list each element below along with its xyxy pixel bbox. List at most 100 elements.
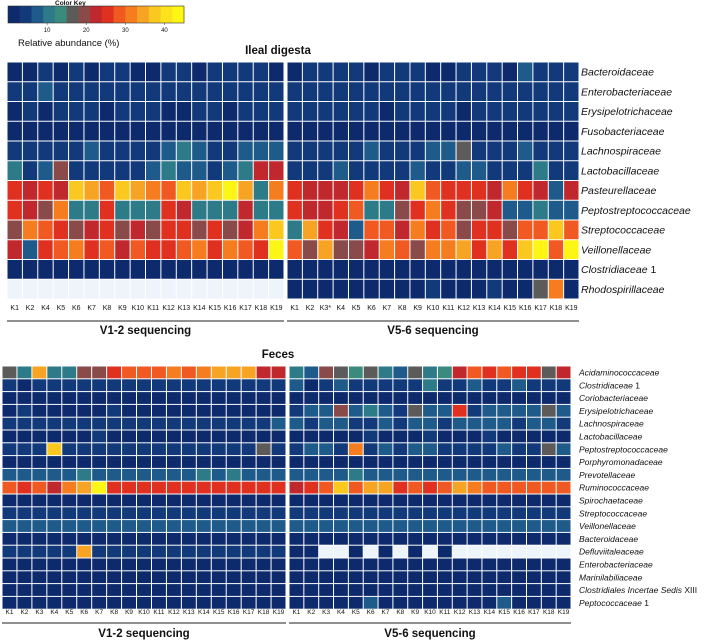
heatmap-cell xyxy=(533,260,548,279)
heatmap-cell xyxy=(62,596,77,609)
heatmap-cell xyxy=(425,181,441,200)
heatmap-cell xyxy=(84,181,99,200)
heatmap-cell xyxy=(222,121,238,141)
heatmap-cell xyxy=(467,417,482,430)
heatmap-cell xyxy=(319,596,334,609)
color-key-swatch xyxy=(125,6,138,23)
heatmap-cell xyxy=(334,532,348,545)
sample-label: K10 xyxy=(424,609,436,616)
heatmap-cell xyxy=(512,430,526,443)
heatmap-cell xyxy=(238,279,253,299)
heatmap-cell xyxy=(17,596,32,609)
heatmap-cell xyxy=(425,220,441,240)
heatmap-cell xyxy=(471,161,487,180)
heatmap-cell xyxy=(2,520,17,532)
heatmap-cell xyxy=(77,417,92,430)
heatmap-cell xyxy=(77,456,92,468)
heatmap-cell xyxy=(548,161,564,180)
heatmap-cell xyxy=(441,181,456,200)
heatmap-cell xyxy=(556,456,571,468)
heatmap-cell xyxy=(122,584,137,596)
color-key-swatch xyxy=(54,6,68,23)
row-label: Spirochaetaceae xyxy=(579,495,643,505)
heatmap-cell xyxy=(92,417,107,430)
heatmap-cell xyxy=(526,417,541,430)
heatmap-cell xyxy=(62,404,77,417)
heatmap-cell xyxy=(53,62,69,82)
heatmap-cell xyxy=(378,571,393,584)
heatmap-cell xyxy=(441,121,456,141)
heatmap-cell xyxy=(425,279,441,299)
heatmap-cell xyxy=(452,404,467,417)
heatmap-cell xyxy=(319,468,334,481)
heatmap-cell xyxy=(395,260,410,279)
heatmap-cell xyxy=(304,532,319,545)
heatmap-cell xyxy=(425,260,441,279)
heatmap-cell xyxy=(62,481,77,494)
heatmap-cell xyxy=(304,443,319,456)
heatmap-cell xyxy=(196,532,211,545)
heatmap-cell xyxy=(241,379,256,392)
sample-label: K17 xyxy=(534,305,547,312)
heatmap-cell xyxy=(77,558,92,571)
sample-label: K6 xyxy=(367,609,375,616)
heatmap-cell xyxy=(423,366,437,379)
row-label: Ruminococcaceae xyxy=(579,483,649,493)
heatmap-cell xyxy=(253,102,269,121)
heatmap-cell xyxy=(348,62,364,82)
heatmap-cell xyxy=(256,507,271,520)
row-label: Erysipelotrichaceae xyxy=(579,406,653,416)
heatmap-cell xyxy=(289,571,304,584)
heatmap-cell xyxy=(256,456,271,468)
heatmap-cell xyxy=(241,584,256,596)
heatmap-cell xyxy=(7,82,22,101)
row-label: Enterobacteriaceae xyxy=(579,559,653,569)
heatmap-cell xyxy=(304,494,319,507)
heatmap-cell xyxy=(84,260,99,279)
sample-label: K17 xyxy=(528,609,540,616)
heatmap-cell xyxy=(107,520,122,532)
heatmap-cell xyxy=(348,494,363,507)
heatmap-cell xyxy=(487,240,502,259)
heatmap-cell xyxy=(77,404,92,417)
heatmap-cell xyxy=(122,430,137,443)
heatmap-cell xyxy=(487,200,502,220)
heatmap-cell xyxy=(437,584,452,596)
heatmap-cell xyxy=(287,279,302,299)
heatmap-cell xyxy=(526,430,541,443)
heatmap-cell xyxy=(22,102,38,121)
heatmap-cell xyxy=(196,443,211,456)
heatmap-cell xyxy=(378,417,393,430)
heatmap-cell xyxy=(253,121,269,141)
heatmap-cell xyxy=(497,456,512,468)
row-label: Peptostreptococcaceae xyxy=(581,205,691,217)
sample-label: K7 xyxy=(95,609,103,616)
heatmap-cell xyxy=(271,545,286,558)
heatmap-cell xyxy=(137,443,151,456)
heatmap-cell xyxy=(456,240,471,259)
heatmap-cell xyxy=(222,200,238,220)
heatmap-cell xyxy=(502,200,518,220)
group-label: V1-2 sequencing xyxy=(100,325,191,337)
heatmap-cell xyxy=(137,494,151,507)
heatmap-cell xyxy=(471,220,487,240)
sample-label: K19 xyxy=(558,609,570,616)
heatmap-cell xyxy=(226,571,241,584)
heatmap-cell xyxy=(161,141,176,161)
heatmap-cell xyxy=(146,200,161,220)
heatmap-cell xyxy=(192,102,207,121)
heatmap-cell xyxy=(161,181,176,200)
heatmap-cell xyxy=(564,200,579,220)
sample-label: K18 xyxy=(255,305,268,312)
heatmap-cell xyxy=(378,532,393,545)
heatmap-cell xyxy=(425,161,441,180)
heatmap-cell xyxy=(238,200,253,220)
heatmap-cell xyxy=(452,392,467,404)
heatmap-cell xyxy=(287,121,302,141)
heatmap-cell xyxy=(253,220,269,240)
heatmap-cell xyxy=(452,558,467,571)
heatmap-cell xyxy=(241,520,256,532)
heatmap-cell xyxy=(379,240,395,259)
heatmap-cell xyxy=(363,366,378,379)
heatmap-cell xyxy=(226,392,241,404)
